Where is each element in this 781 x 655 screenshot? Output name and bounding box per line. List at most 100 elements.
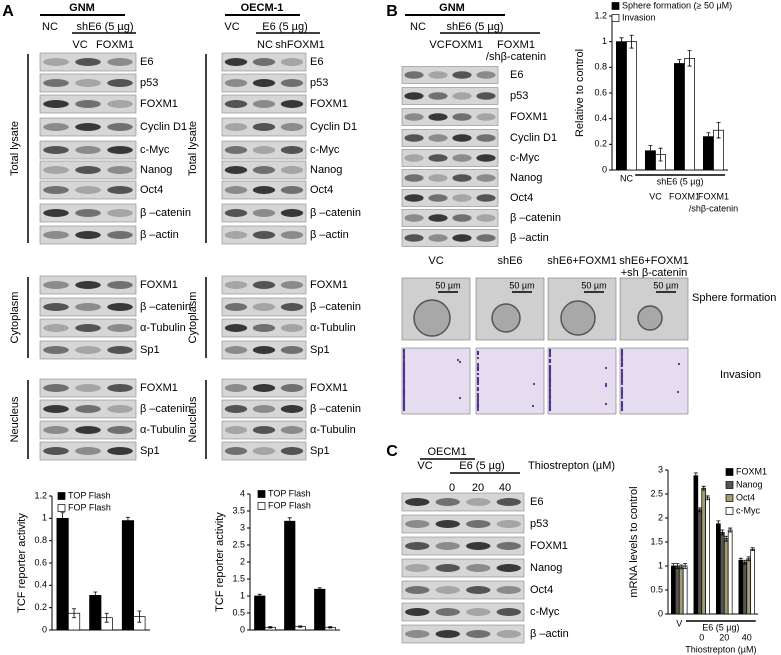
error-bar xyxy=(675,563,680,569)
blot-band xyxy=(252,303,276,311)
blot-band xyxy=(75,405,101,413)
invasion-cell xyxy=(402,360,406,364)
blot-band xyxy=(252,346,276,354)
blot-band xyxy=(404,174,424,182)
protein-label: p53 xyxy=(530,518,548,530)
protein-label: β –actin xyxy=(140,229,179,241)
legend-label: c-Myc xyxy=(736,505,760,515)
invasion-cell xyxy=(402,382,406,386)
blot-band xyxy=(43,100,69,108)
invasion-cell xyxy=(548,406,552,410)
invasion-cell xyxy=(402,358,406,362)
blot-band xyxy=(405,520,430,528)
blot-band xyxy=(428,92,448,100)
error-bar xyxy=(687,50,692,67)
protein-label: β –catenin xyxy=(140,403,191,415)
invasion-cell xyxy=(476,388,480,392)
protein-label: β –catenin xyxy=(140,301,191,313)
error-bar xyxy=(701,485,706,491)
blot-strip xyxy=(401,169,499,187)
bar xyxy=(89,595,102,631)
error-bar xyxy=(693,472,698,480)
blot-strip xyxy=(401,536,525,556)
invasion-cell xyxy=(620,372,624,376)
protein-label: c-Myc xyxy=(310,144,340,156)
invasion-cell xyxy=(458,360,462,364)
lane-label: VC xyxy=(429,39,444,51)
blot-strip xyxy=(39,140,137,160)
blot-band xyxy=(107,79,133,87)
y-tick-label: 0.6 xyxy=(594,87,607,97)
invasion-cell xyxy=(476,368,480,372)
blot-band xyxy=(280,146,304,154)
control-label: NC xyxy=(42,21,58,33)
blot-band xyxy=(75,58,101,66)
invasion-cell xyxy=(620,360,624,364)
protein-label: p53 xyxy=(510,90,528,102)
blot-band xyxy=(43,405,69,413)
image-row-label: Sphere formation xyxy=(692,292,776,304)
invasion-cell xyxy=(402,396,406,400)
protein-label: FOXM1 xyxy=(510,111,548,123)
legend-swatch xyxy=(725,481,734,489)
blot-band xyxy=(43,58,69,66)
invasion-cell xyxy=(402,386,406,390)
blot-band xyxy=(452,234,472,242)
invasion-cell xyxy=(476,392,480,396)
protein-label: α-Tubulin xyxy=(310,424,356,436)
blot-band xyxy=(43,426,69,434)
blot-band xyxy=(107,58,133,66)
error-bar xyxy=(268,626,273,629)
invasion-cell xyxy=(548,402,552,406)
protein-label: β –actin xyxy=(310,229,349,241)
blot-band xyxy=(452,92,472,100)
blot-band xyxy=(280,346,304,354)
blot-band xyxy=(252,231,276,239)
x-tick-label: NC xyxy=(620,173,633,183)
invasion-cell xyxy=(476,398,480,402)
blot-band xyxy=(43,281,69,289)
blot-band xyxy=(75,303,101,311)
treatment-label: E6 (5 µg) xyxy=(262,21,307,33)
legend-swatch xyxy=(725,507,734,515)
protein-label: Cyclin D1 xyxy=(510,132,557,144)
blot-band xyxy=(476,92,496,100)
invasion-cell xyxy=(476,380,480,384)
bar xyxy=(615,41,627,171)
invasion-cell xyxy=(532,382,536,386)
blot-band xyxy=(224,146,248,154)
legend-swatch xyxy=(725,494,734,502)
invasion-cell xyxy=(548,378,552,382)
invasion-cell xyxy=(620,378,624,382)
lane-label: VC xyxy=(72,39,87,51)
invasion-cell xyxy=(620,402,624,406)
blot-band xyxy=(43,79,69,87)
y-tick-label: 1.5 xyxy=(650,536,663,546)
invasion-cell xyxy=(620,396,624,400)
protein-label: FOXM1 xyxy=(530,540,568,552)
y-tick-label: 0.8 xyxy=(594,62,607,72)
blot-band xyxy=(107,231,133,239)
blot-band xyxy=(280,281,304,289)
blot-band xyxy=(252,166,276,174)
bar xyxy=(284,520,296,631)
blot-band xyxy=(107,324,133,332)
blot-strip xyxy=(401,66,499,84)
blot-band xyxy=(428,113,448,121)
bar xyxy=(674,565,680,615)
invasion-cell xyxy=(548,370,552,374)
invasion-cell xyxy=(402,406,406,410)
blot-band xyxy=(496,608,521,616)
blot-band xyxy=(405,630,430,638)
blot-band xyxy=(428,154,448,162)
invasion-cell xyxy=(604,384,608,388)
section-label: Cytoplasm xyxy=(9,292,21,344)
invasion-cell xyxy=(676,390,680,394)
blot-strip xyxy=(39,378,137,398)
bar xyxy=(673,63,685,171)
invasion-cell xyxy=(476,372,480,376)
cell-line: GNM xyxy=(69,2,95,14)
error-bar xyxy=(742,559,747,565)
blot-band xyxy=(280,166,304,174)
invasion-cell xyxy=(620,350,624,354)
